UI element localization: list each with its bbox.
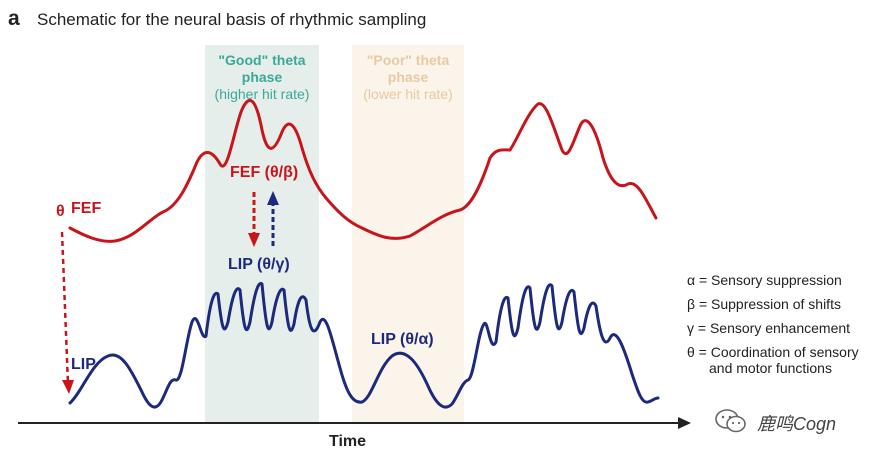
legend-item-alpha: α = Sensory suppression <box>687 272 842 288</box>
lip-poor-label: LIP (θ/α) <box>371 331 434 348</box>
theta-label: θ <box>56 203 65 220</box>
legend-item-theta-continued: and motor functions <box>709 360 832 376</box>
lip-trace <box>68 281 660 409</box>
legend: α = Sensory suppression β = Suppression … <box>687 268 859 376</box>
watermark-text: 鹿鸣Cogn <box>757 414 837 434</box>
poor-phase-title-line2: phase <box>387 69 429 85</box>
legend-item-beta: β = Suppression of shifts <box>687 296 841 312</box>
wechat-icon <box>715 409 746 433</box>
poor-phase-title-line1: "Poor" theta <box>366 52 450 68</box>
good-phase-label: "Good" theta phase (higher hit rate) <box>206 52 318 103</box>
time-axis-label: Time <box>329 433 367 450</box>
poor-phase-band <box>352 45 464 423</box>
lip-up-arrowhead <box>267 191 279 205</box>
fef-trace <box>68 98 658 243</box>
fef-down-arrowhead <box>248 233 260 247</box>
fef-to-lip-arrowhead <box>62 380 74 394</box>
fef-band-label: FEF (θ/β) <box>230 164 299 181</box>
lip-good-label: LIP (θ/γ) <box>228 256 290 273</box>
fef-label: FEF <box>71 200 102 217</box>
poor-phase-subtitle: (lower hit rate) <box>363 86 453 102</box>
good-phase-title-line2: phase <box>241 69 283 85</box>
time-axis-arrowhead <box>678 417 691 429</box>
good-phase-title-line1: "Good" theta <box>218 52 306 68</box>
good-phase-band <box>205 45 319 423</box>
poor-phase-label: "Poor" theta phase (lower hit rate) <box>352 52 464 103</box>
panel-title: Schematic for the neural basis of rhythm… <box>37 10 427 29</box>
lip-label: LIP <box>71 356 96 373</box>
panel-letter: a <box>8 7 20 30</box>
good-phase-subtitle: (higher hit rate) <box>214 86 310 102</box>
fef-to-lip-arrow-line <box>60 231 70 385</box>
legend-item-theta: θ = Coordination of sensory <box>687 344 859 360</box>
legend-item-gamma: γ = Sensory enhancement <box>687 320 851 336</box>
